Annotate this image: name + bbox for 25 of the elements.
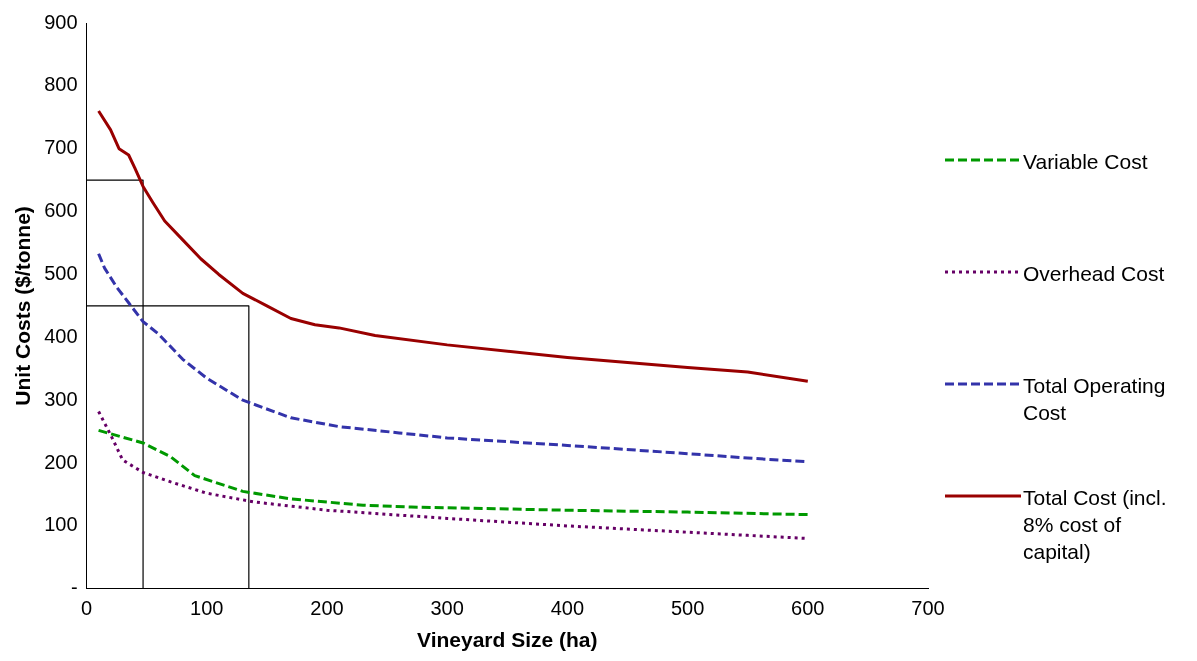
legend-label: Total Cost (incl. 8% cost of capital): [1023, 485, 1168, 565]
line-series: [97, 428, 810, 517]
x-tick-label: 100: [190, 597, 224, 620]
y-tick-label: 200: [44, 450, 78, 473]
x-tick-label: 600: [791, 597, 825, 620]
y-tick-label: 600: [44, 199, 78, 222]
x-tick-label: 400: [550, 597, 585, 620]
y-tick-label: 900: [44, 10, 78, 33]
y-tick-label: 500: [44, 261, 78, 284]
x-tick-label: 300: [430, 597, 464, 620]
y-tick-label: 700: [44, 136, 78, 159]
y-tick-label: 100: [44, 513, 78, 536]
y-tick-label: 800: [44, 73, 78, 96]
legend-label: Overhead Cost: [1023, 261, 1165, 287]
x-tick-label: 0: [81, 597, 93, 620]
x-tick-label: 500: [670, 597, 705, 620]
legend-label: Total Operating Cost: [1023, 373, 1167, 426]
x-axis-title: Vineyard Size (ha): [417, 628, 598, 652]
y-axis-title: Unit Costs ($/tonne): [11, 206, 35, 406]
legend-label: Variable Cost: [1023, 149, 1148, 175]
y-tick-label: -: [70, 576, 78, 599]
y-tick-label: 400: [44, 324, 78, 347]
x-tick-label: 700: [911, 597, 945, 620]
y-tick-label: 300: [44, 387, 78, 410]
x-tick-label: 200: [310, 597, 344, 620]
